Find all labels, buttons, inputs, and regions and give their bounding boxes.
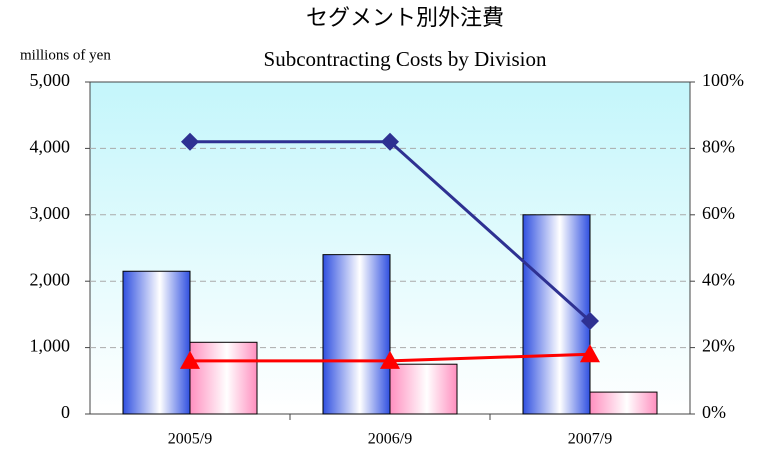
y-tick-label: 1,000 — [30, 336, 71, 356]
bar — [189, 341, 258, 415]
bar — [322, 254, 391, 415]
y2-tick-label: 80% — [702, 137, 735, 157]
x-tick-label: 2005/9 — [168, 431, 212, 448]
chart-title: セグメント別外注費 — [306, 5, 504, 30]
marker — [180, 350, 200, 369]
bar — [122, 270, 191, 415]
bar — [522, 214, 591, 415]
bar — [389, 363, 458, 415]
y-tick-label: 4,000 — [30, 137, 71, 157]
marker — [381, 132, 399, 151]
y-tick-label: 2,000 — [30, 269, 71, 289]
y2-tick-label: 40% — [702, 269, 735, 289]
marker — [380, 350, 400, 369]
y2-tick-label: 100% — [702, 70, 744, 90]
y-tick-label: 5,000 — [30, 70, 71, 90]
y-tick-label: 3,000 — [30, 203, 71, 223]
marker — [580, 344, 600, 363]
marker — [581, 312, 599, 331]
x-tick-label: 2007/9 — [568, 431, 612, 448]
chart-subtitle: Subcontracting Costs by Division — [264, 47, 547, 71]
y2-tick-label: 60% — [702, 203, 735, 223]
y-tick-label: 0 — [61, 402, 70, 422]
bar — [589, 391, 658, 415]
marker — [181, 132, 199, 151]
y-axis-label: millions of yen — [20, 47, 111, 63]
y2-tick-label: 20% — [702, 336, 735, 356]
y2-tick-label: 0% — [702, 402, 726, 422]
x-tick-label: 2006/9 — [368, 431, 412, 448]
